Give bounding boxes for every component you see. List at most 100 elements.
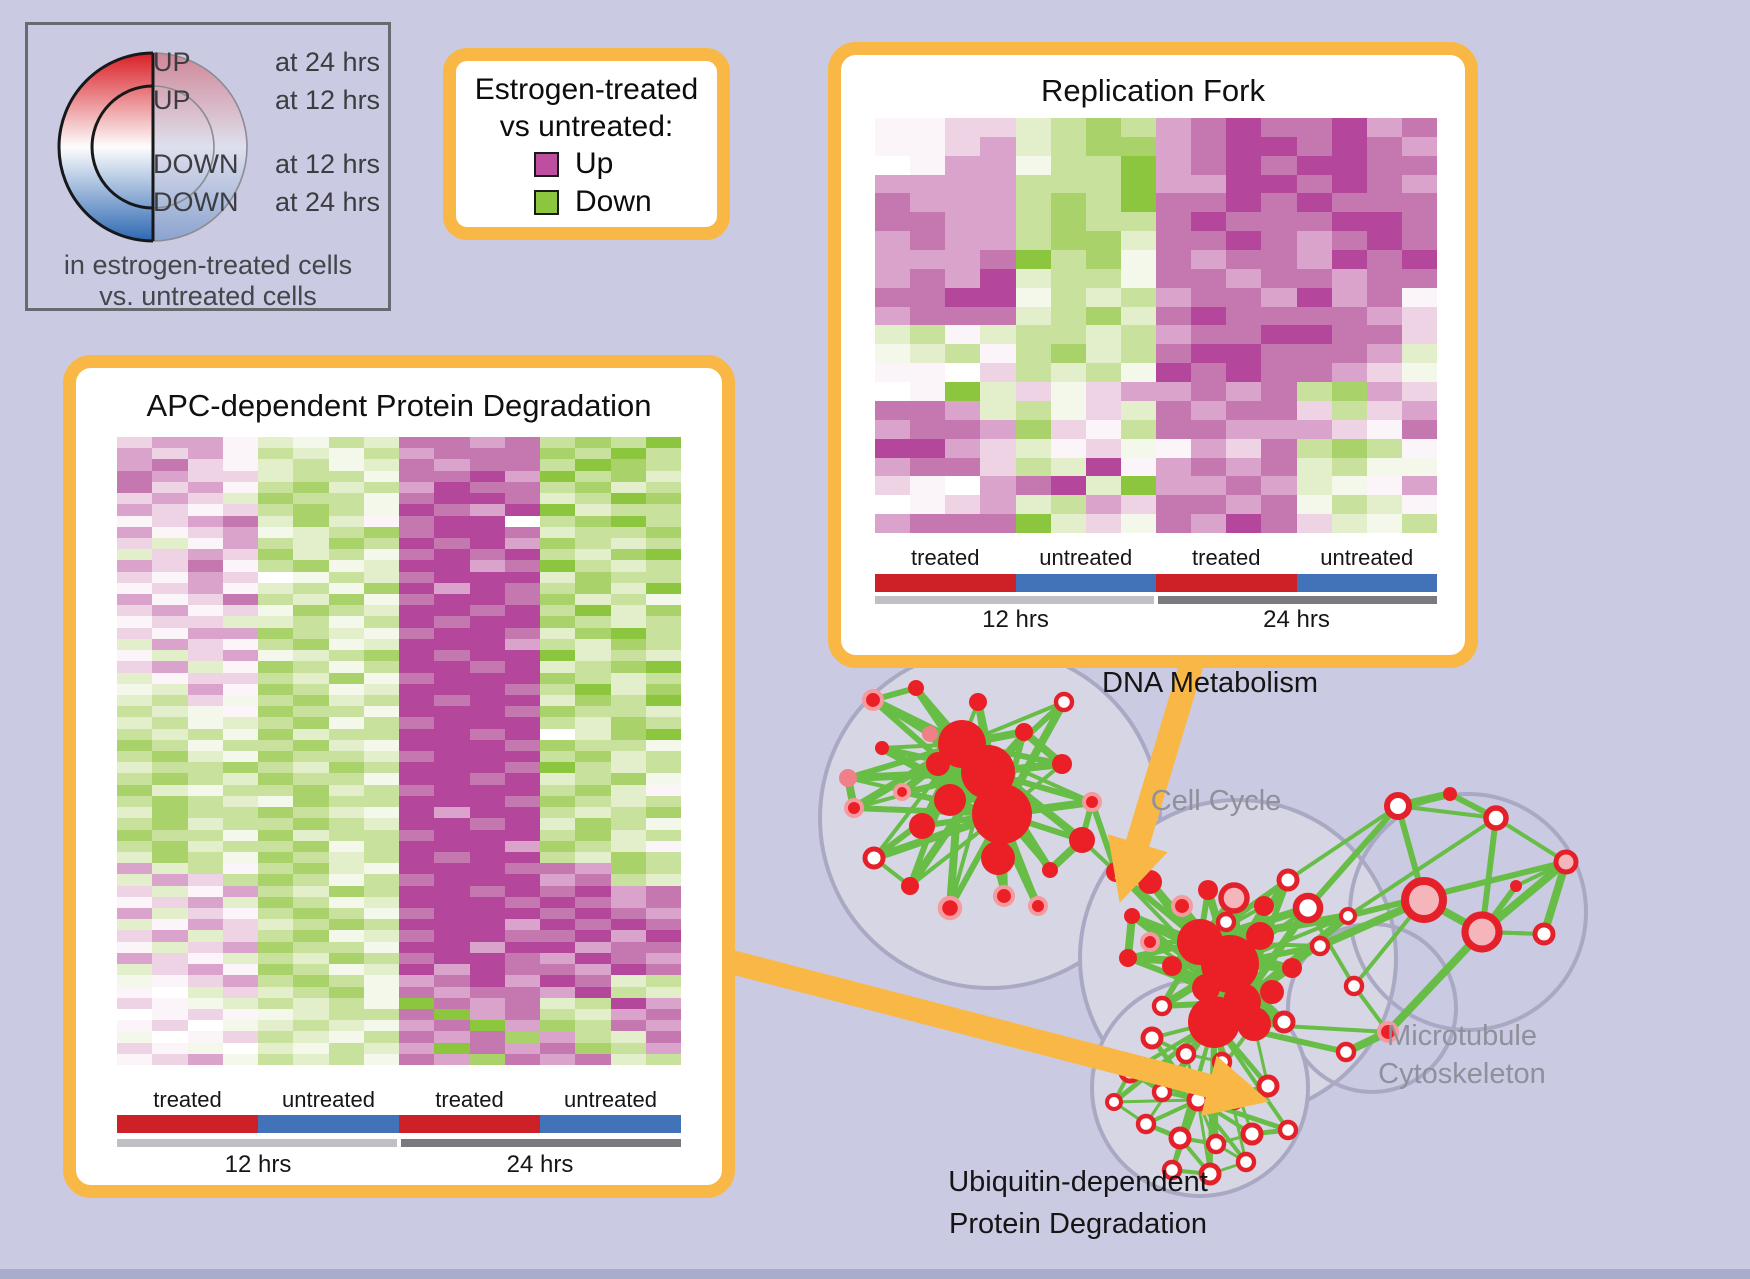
- heatmap-cell: [258, 851, 294, 864]
- heatmap-cell: [363, 594, 399, 606]
- network-node-s: [972, 784, 1032, 844]
- heatmap-cell: [187, 1020, 223, 1032]
- heatmap-cell: [434, 616, 470, 628]
- heatmap-cell: [910, 268, 946, 288]
- heatmap-cell: [152, 1020, 188, 1032]
- heatmap-cell: [222, 807, 258, 819]
- heatmap-cell: [293, 784, 329, 796]
- up-label: Up: [575, 147, 614, 180]
- heatmap-cell: [1085, 438, 1121, 458]
- heatmap-cell: [152, 571, 188, 583]
- heatmap-cell: [328, 493, 364, 505]
- heatmap-cell: [434, 481, 470, 494]
- heatmap-cell: [328, 818, 364, 830]
- heatmap-cell: [1050, 212, 1086, 232]
- heatmap-cell: [610, 952, 646, 965]
- heatmap-cell: [434, 582, 470, 594]
- heatmap-cell: [258, 459, 294, 471]
- network-node-s: [1138, 870, 1162, 894]
- heatmap-cell: [258, 896, 294, 908]
- heatmap-cell: [504, 784, 540, 796]
- heatmap-cell: [258, 795, 294, 808]
- heatmap-cell: [399, 571, 435, 583]
- heatmap-cell: [258, 728, 294, 740]
- heatmap-cell: [1366, 457, 1402, 477]
- heatmap-cell: [328, 807, 364, 819]
- heatmap-cell: [293, 773, 329, 785]
- heatmap-cell: [434, 919, 470, 931]
- heatmap-cell: [399, 526, 435, 538]
- network-node-rw: [1161, 1159, 1183, 1181]
- heatmap-cell: [540, 683, 576, 695]
- label-microtubule: Microtubule: [1387, 1020, 1537, 1052]
- heatmap-cell: [575, 672, 611, 684]
- heatmap-cell: [875, 344, 911, 364]
- heatmap-cell: [117, 751, 153, 763]
- heatmap-cell: [293, 650, 329, 662]
- heatmap-cell: [399, 829, 435, 841]
- heatmap-cell: [1366, 268, 1402, 288]
- heatmap-cell: [434, 694, 470, 707]
- heatmap-cell: [1296, 419, 1332, 439]
- heatmap-cell: [117, 650, 153, 662]
- heatmap-cell: [328, 1053, 364, 1065]
- heatmap-cell: [980, 400, 1016, 420]
- heatmap-cell: [293, 437, 329, 449]
- heatmap-cell: [1085, 344, 1121, 364]
- heatmap-cell: [328, 683, 364, 695]
- heatmap-cell: [1015, 514, 1051, 533]
- heatmap-cell: [610, 493, 646, 505]
- heatmap-cell: [187, 616, 223, 628]
- heatmap-cell: [980, 514, 1016, 533]
- heatmap-cell: [293, 661, 329, 673]
- heatmap-cell: [222, 874, 258, 886]
- heatmap-cell: [222, 997, 258, 1009]
- heatmap-cell: [645, 896, 681, 908]
- heatmap-cell: [434, 930, 470, 942]
- heatmap-cell: [328, 840, 364, 852]
- colorbar-segment: [258, 1115, 399, 1133]
- heatmap-cell: [222, 739, 258, 751]
- heatmap-cell: [117, 526, 153, 538]
- heatmap-cell: [293, 717, 329, 729]
- heatmap-cell: [540, 605, 576, 617]
- replication-fork-title: Replication Fork: [1041, 73, 1265, 108]
- colorbar-segment: [540, 1115, 681, 1133]
- heatmap-cell: [258, 986, 294, 998]
- heatmap-cell: [117, 885, 153, 897]
- heatmap-cell: [293, 986, 329, 998]
- heatmap-cell: [1156, 419, 1192, 439]
- heatmap-cell: [222, 851, 258, 864]
- heatmap-cell: [117, 571, 153, 583]
- heatmap-cell: [575, 706, 611, 718]
- heatmap-cell: [117, 437, 153, 449]
- heatmap-cell: [399, 975, 435, 987]
- heatmap-cell: [399, 694, 435, 707]
- heatmap-cell: [434, 1042, 470, 1054]
- network-node-s: [1069, 827, 1095, 853]
- heatmap-cell: [980, 193, 1016, 213]
- heatmap-cell: [645, 672, 681, 684]
- heatmap-cell: [363, 784, 399, 796]
- colorbar-segment: [1156, 574, 1297, 592]
- heatmap-cell: [1296, 306, 1332, 326]
- heatmap-cell: [610, 1020, 646, 1032]
- heatmap-cell: [152, 908, 188, 920]
- heatmap-cell: [187, 975, 223, 987]
- heatmap-cell: [222, 459, 258, 471]
- heatmap-cell: [645, 571, 681, 583]
- heatmap-cell: [1331, 363, 1367, 383]
- heatmap-cell: [610, 739, 646, 751]
- heatmap-cell: [610, 672, 646, 684]
- heatmap-cell: [117, 1008, 153, 1021]
- heatmap-cell: [187, 650, 223, 662]
- heatmap-cell: [875, 419, 911, 439]
- heatmap-cell: [152, 448, 188, 460]
- heatmap-cell: [1366, 118, 1402, 137]
- heatmap-cell: [610, 997, 646, 1009]
- label-ubiquitin-dependent: Ubiquitin-dependent: [948, 1166, 1208, 1198]
- heatmap-cell: [540, 807, 576, 819]
- heatmap-cell: [328, 515, 364, 527]
- heatmap-cell: [645, 526, 681, 538]
- heatmap-cell: [945, 306, 981, 326]
